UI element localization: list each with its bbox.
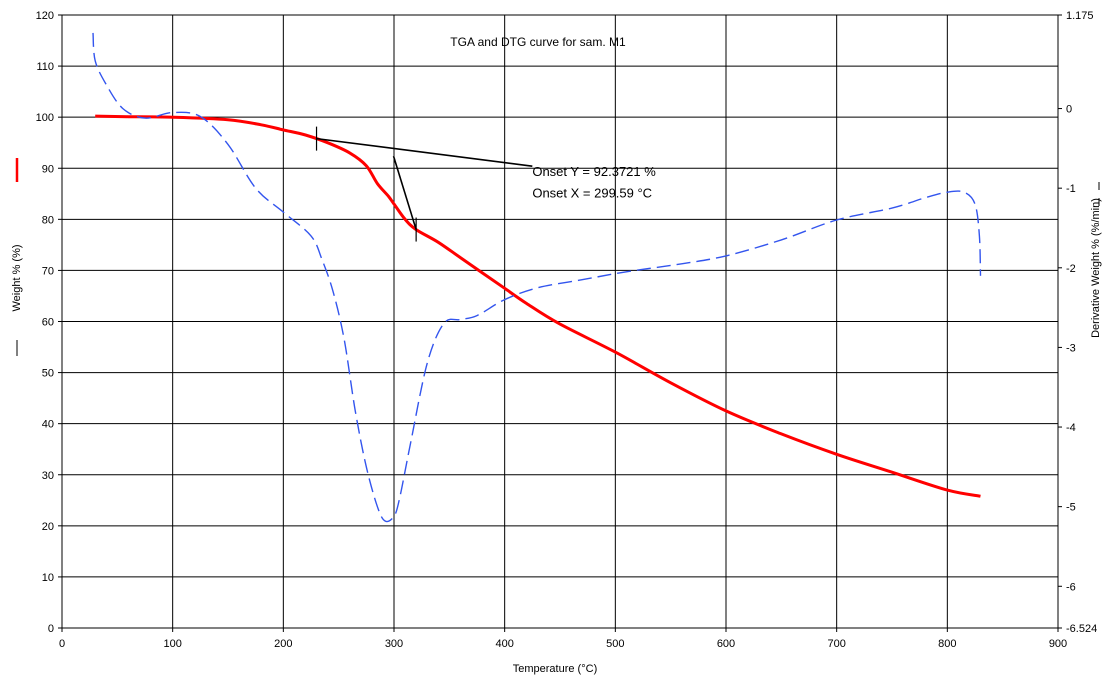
onset-tangent [392,155,417,230]
y-tick-label-40: 40 [42,419,54,431]
y-axis-label: Weight % (%) [11,244,23,311]
y-tick-label-50: 50 [42,368,54,380]
y-tick-label-100: 100 [36,112,54,124]
x-tick-label-900: 900 [1049,638,1067,650]
x-tick-label-400: 400 [495,638,513,650]
y-tick-label-90: 90 [42,163,54,175]
onset-construction [315,126,533,242]
chart-title: TGA and DTG curve for sam. M1 [450,35,626,49]
y-tick-label-10: 10 [42,572,54,584]
x-tick-label-700: 700 [827,638,845,650]
x-tick-label-200: 200 [274,638,292,650]
y2-axis-label: Derivative Weight % (%/min) [1090,198,1102,338]
y-tick-label-0: 0 [48,623,54,635]
y2-tick-label--6.524: -6.524 [1066,623,1097,635]
y2-tick-label--6: -6 [1066,581,1076,593]
y2-tick-label--5: -5 [1066,502,1076,514]
y2-tick-label-0: 0 [1066,104,1072,116]
y-tick-label-20: 20 [42,521,54,533]
y2-tick-label--1: -1 [1066,183,1076,195]
y-tick-label-30: 30 [42,470,54,482]
onset-y-annotation: Onset Y = 92.3721 % [532,164,656,179]
x-tick-label-0: 0 [59,638,65,650]
x-tick-label-100: 100 [163,638,181,650]
onset-baseline [316,137,533,168]
y-tick-label-60: 60 [42,317,54,329]
y-tick-label-80: 80 [42,214,54,226]
derivative-weight-curve [92,32,982,523]
x-axis-label: Temperature (°C) [513,663,597,675]
y-tick-label-110: 110 [36,61,54,73]
x-tick-label-500: 500 [606,638,624,650]
y-tick-label-70: 70 [42,265,54,277]
tick-labels: 0 10 20 30 40 50 60 70 80 90 100 110 120 0 100 200 300 40… [36,10,1098,650]
x-tick-label-800: 800 [938,638,956,650]
y2-tick-label-1.175: 1.175 [1066,10,1094,22]
y2-tick-label--2: -2 [1066,263,1076,275]
x-tick-label-600: 600 [717,638,735,650]
y-tick-label-120: 120 [36,10,54,22]
y2-tick-label--4: -4 [1066,422,1076,434]
onset-x-annotation: Onset X = 299.59 °C [532,185,652,200]
x-tick-label-300: 300 [385,638,403,650]
axes [58,14,1062,632]
y2-tick-label--3: -3 [1066,342,1076,354]
